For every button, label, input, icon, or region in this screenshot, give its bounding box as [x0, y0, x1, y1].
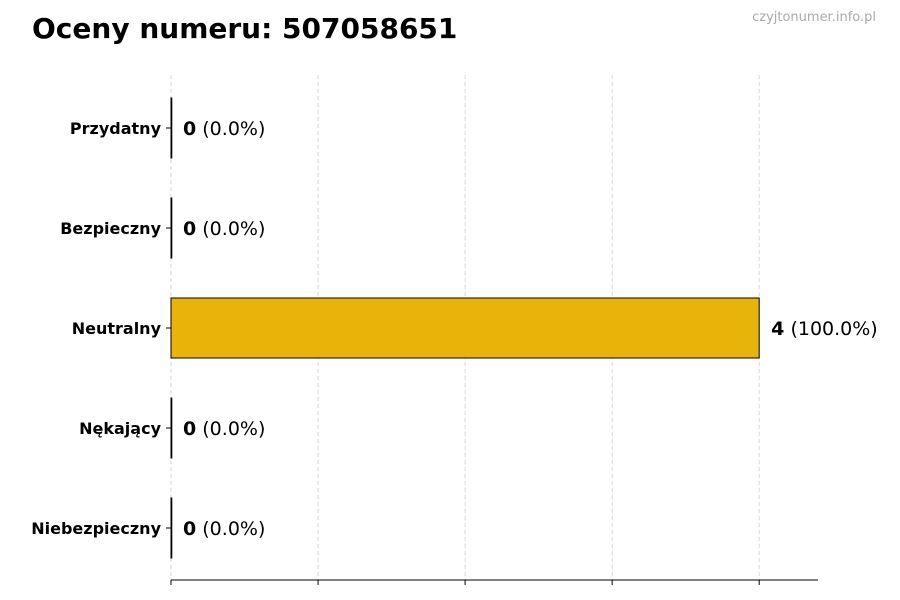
- data-label-percent: (100.0%): [784, 318, 877, 340]
- bar: [170, 297, 760, 359]
- data-label-count: 0: [183, 418, 196, 440]
- bar: [170, 497, 173, 559]
- data-label-percent: (0.0%): [196, 418, 265, 440]
- data-label-percent: (0.0%): [196, 218, 265, 240]
- data-label: 0 (0.0%): [183, 218, 265, 240]
- bar: [170, 97, 173, 159]
- data-label-count: 0: [183, 518, 196, 540]
- data-label: 0 (0.0%): [183, 418, 265, 440]
- category-label: Przydatny: [70, 119, 162, 138]
- data-label-count: 0: [183, 118, 196, 140]
- data-label-percent: (0.0%): [196, 118, 265, 140]
- data-label-percent: (0.0%): [196, 518, 265, 540]
- watermark: czyjtonumer.info.pl: [752, 10, 876, 25]
- data-label: 0 (0.0%): [183, 118, 265, 140]
- data-label: 0 (0.0%): [183, 518, 265, 540]
- category-label: Niebezpieczny: [31, 519, 161, 538]
- data-label: 4 (100.0%): [771, 318, 878, 340]
- category-label: Nękający: [79, 419, 161, 438]
- bar: [170, 197, 173, 259]
- category-label: Neutralny: [72, 319, 162, 338]
- data-label-count: 0: [183, 218, 196, 240]
- data-label-count: 4: [771, 318, 784, 340]
- category-label: Bezpieczny: [60, 219, 161, 238]
- chart-title: Oceny numeru: 507058651: [32, 12, 458, 45]
- bar: [170, 397, 173, 459]
